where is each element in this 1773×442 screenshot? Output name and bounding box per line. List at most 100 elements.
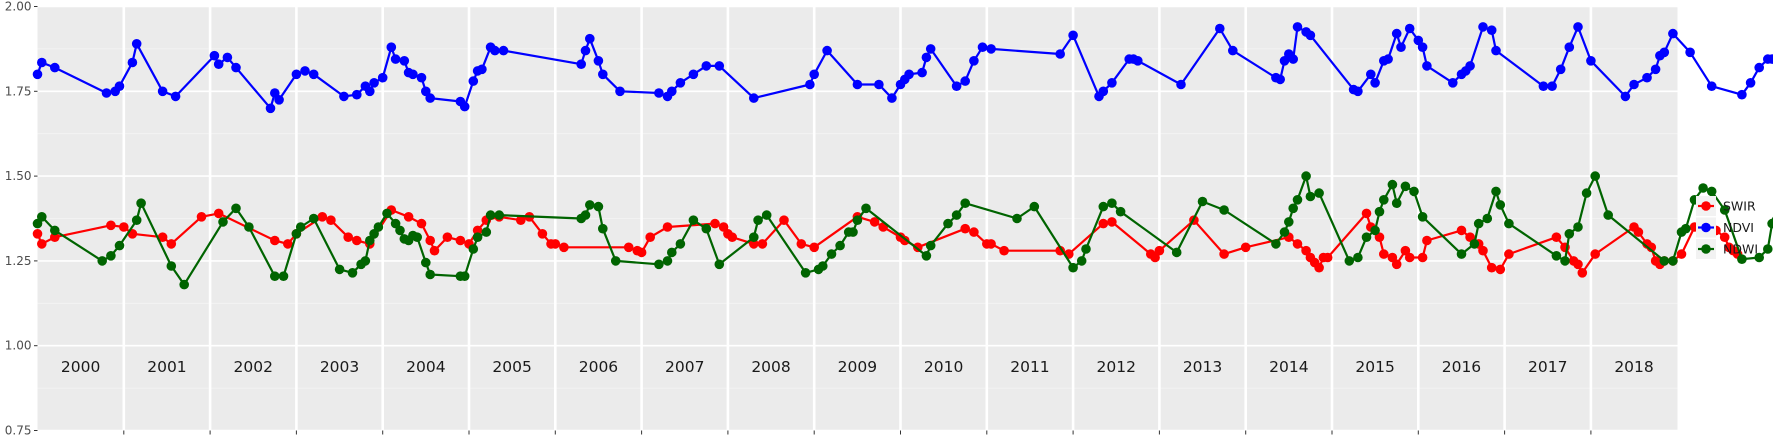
data-point-ndwi	[1763, 244, 1773, 254]
data-point-ndwi	[951, 210, 962, 220]
legend-item-ndwi: NDWI	[1696, 239, 1758, 259]
legend-key-point	[1701, 201, 1711, 211]
data-point-ndwi	[800, 268, 811, 278]
data-point-ndvi	[1745, 78, 1756, 88]
data-point-ndwi	[1197, 196, 1208, 207]
data-point-swir	[429, 245, 440, 256]
y-tick-label: 1.50	[5, 169, 32, 183]
data-point-ndvi	[1366, 69, 1376, 80]
data-point-ndvi	[1292, 22, 1303, 32]
data-point-ndwi	[231, 203, 241, 214]
data-point-swir	[1633, 227, 1644, 237]
data-point-ndwi	[1344, 256, 1355, 266]
data-point-ndvi	[615, 86, 625, 97]
data-point-ndvi	[1478, 22, 1488, 32]
year-label: 2018	[1614, 358, 1653, 376]
year-label: 2002	[234, 358, 273, 376]
data-point-swir	[1240, 242, 1251, 253]
data-point-swir	[757, 239, 768, 249]
data-point-ndvi	[291, 69, 302, 80]
data-point-ndwi	[701, 223, 712, 234]
data-point-ndwi	[1504, 218, 1514, 229]
data-point-ndwi	[468, 244, 479, 254]
data-point-ndwi	[1603, 210, 1613, 220]
data-point-ndwi	[1068, 262, 1078, 273]
year-label: 2013	[1183, 358, 1222, 376]
series-layer	[32, 22, 1773, 290]
data-point-ndvi	[969, 56, 979, 66]
data-point-ndvi	[37, 57, 47, 68]
y-tick-label: 2.00	[5, 0, 32, 14]
data-point-ndwi	[1473, 218, 1484, 229]
data-point-swir	[455, 235, 466, 246]
data-point-ndwi	[925, 240, 936, 251]
data-point-ndvi	[917, 67, 927, 78]
data-point-swir	[969, 227, 979, 237]
data-point-ndwi	[472, 232, 483, 242]
data-point-swir	[352, 235, 362, 246]
year-label: 2000	[61, 358, 100, 376]
data-point-ndwi	[610, 256, 621, 266]
data-point-swir	[50, 232, 60, 242]
data-point-swir	[32, 229, 43, 239]
data-point-ndwi	[675, 239, 686, 249]
data-point-swir	[1391, 259, 1402, 270]
y-tick-label: 0.75	[5, 424, 32, 438]
data-point-swir	[442, 232, 453, 242]
data-point-ndwi	[1098, 201, 1109, 212]
data-point-ndvi	[32, 69, 43, 80]
data-point-ndvi	[209, 50, 220, 61]
data-point-ndvi	[352, 89, 362, 100]
data-point-ndwi	[97, 256, 107, 266]
data-point-ndvi	[265, 103, 276, 114]
data-point-swir	[37, 239, 47, 249]
data-point-ndwi	[1491, 186, 1501, 197]
legend-key-point	[1701, 244, 1711, 254]
data-point-swir	[516, 215, 526, 225]
data-point-ndwi	[244, 222, 254, 232]
series-swir	[32, 205, 1743, 278]
data-point-swir	[472, 225, 483, 236]
data-point-ndwi	[1495, 200, 1506, 210]
data-point-swir	[1551, 232, 1562, 242]
data-point-swir	[1478, 245, 1488, 256]
data-point-ndwi	[1361, 232, 1372, 242]
data-point-ndwi	[1279, 227, 1290, 237]
data-point-swir	[796, 239, 807, 249]
data-point-ndwi	[334, 264, 345, 275]
data-point-ndwi	[761, 210, 772, 220]
data-point-ndvi	[131, 39, 142, 49]
data-point-ndwi	[1391, 198, 1402, 208]
data-point-ndvi	[1068, 30, 1078, 41]
data-point-swir	[869, 217, 880, 227]
year-label: 2016	[1442, 358, 1481, 376]
data-point-ndwi	[1698, 183, 1708, 193]
data-point-ndwi	[688, 215, 699, 225]
data-point-ndvi	[1555, 64, 1566, 75]
year-labels: 2000 2001 2002 2003 2004 2005 2006 2007 2008 2009…	[61, 358, 1654, 376]
data-point-ndwi	[598, 223, 608, 234]
data-point-ndvi	[300, 66, 310, 76]
data-point-ndwi	[835, 240, 845, 251]
data-point-ndvi	[654, 88, 664, 98]
data-point-ndwi	[1551, 251, 1562, 261]
data-point-ndwi	[390, 218, 401, 229]
data-point-ndwi	[1379, 195, 1389, 205]
data-point-swir	[986, 239, 996, 249]
data-point-ndvi	[1767, 54, 1773, 64]
data-point-swir	[1422, 235, 1432, 246]
year-label: 2001	[147, 358, 186, 376]
year-label: 2012	[1097, 358, 1136, 376]
data-point-ndvi	[1107, 78, 1117, 88]
data-point-ndwi	[1659, 256, 1670, 266]
data-point-ndwi	[1370, 225, 1380, 236]
data-point-ndvi	[1396, 42, 1406, 52]
data-point-ndvi	[904, 69, 914, 80]
data-point-swir	[1577, 268, 1588, 278]
data-point-swir	[1219, 249, 1229, 259]
data-point-swir	[1107, 217, 1117, 227]
data-point-ndwi	[1284, 217, 1294, 227]
data-point-swir	[662, 222, 673, 232]
data-point-ndwi	[1171, 247, 1182, 258]
data-point-ndwi	[921, 251, 932, 261]
